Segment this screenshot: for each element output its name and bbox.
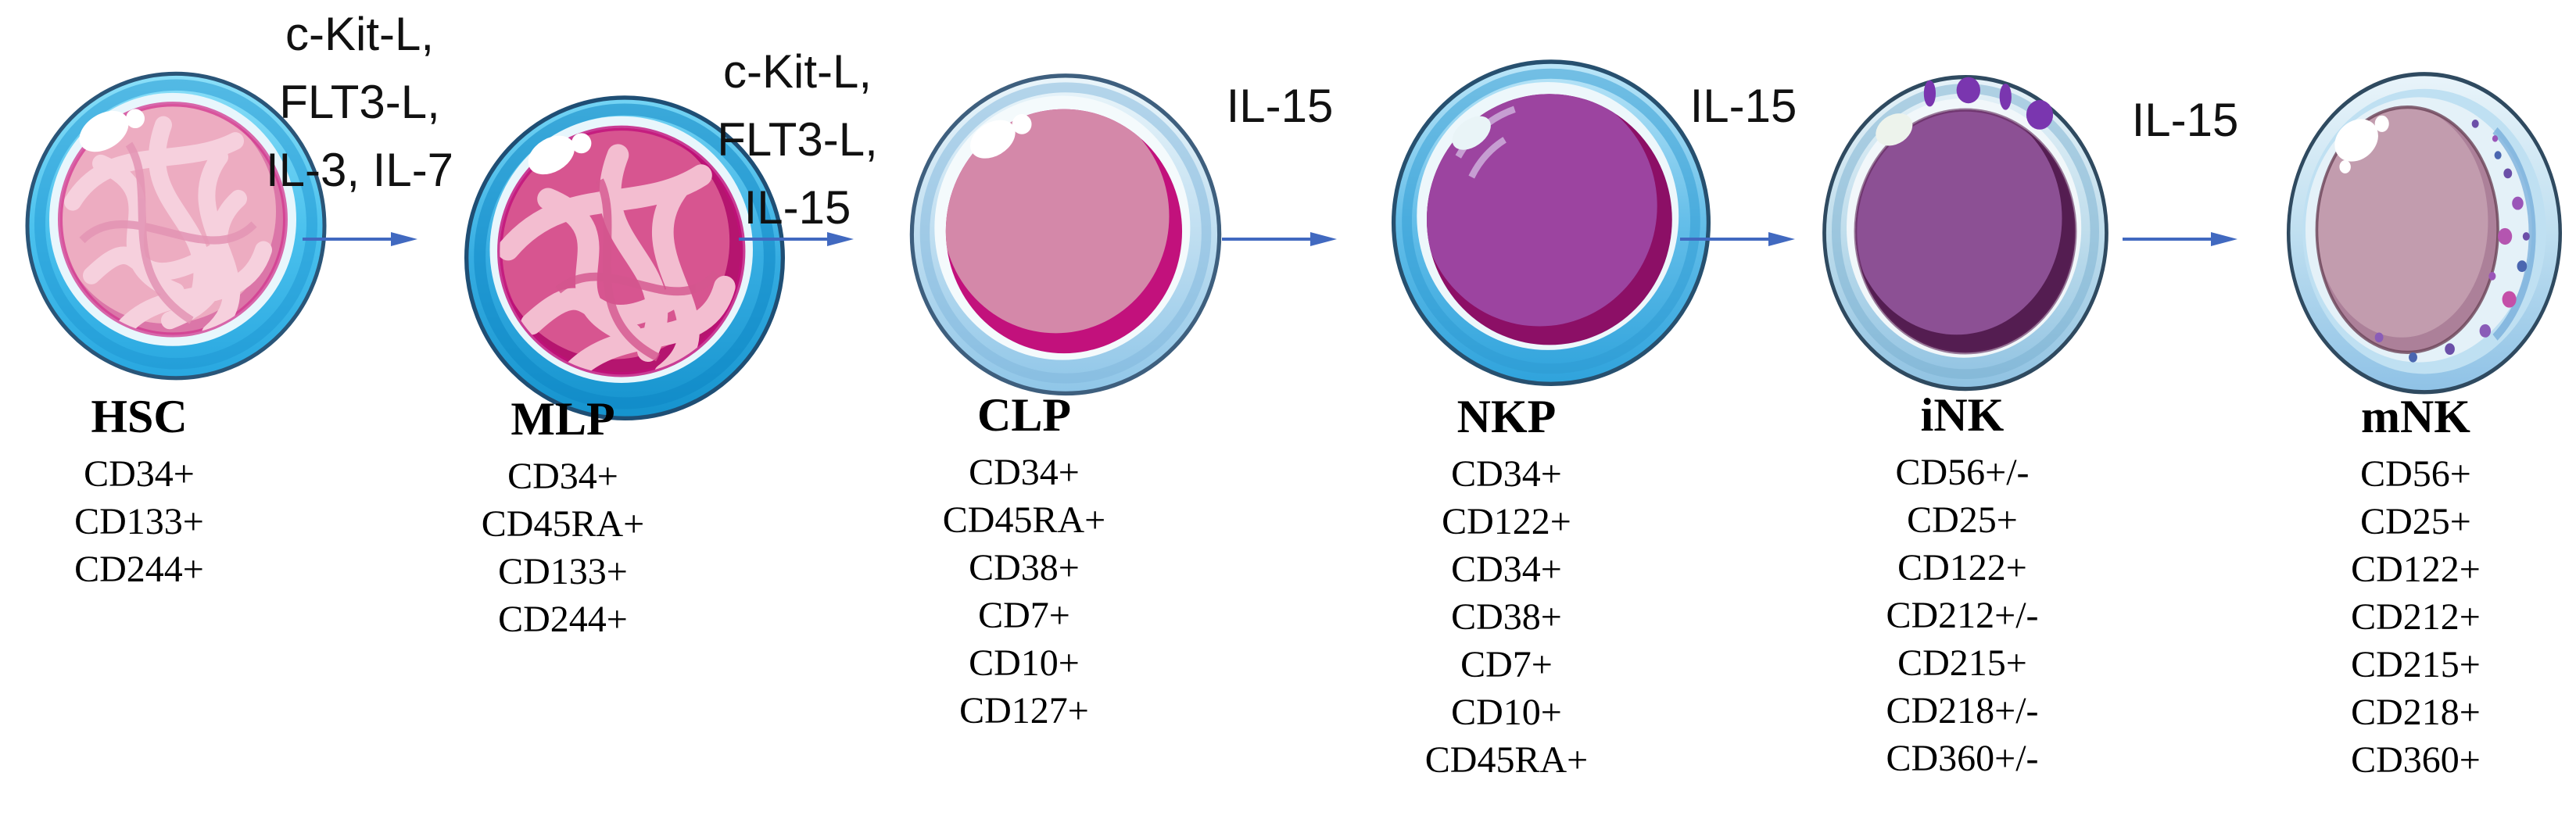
cytokine-line: c-Kit-L, [285,8,435,60]
transition-label-1: c-Kit-L, FLT3-L, IL-3, IL-7 [211,0,508,204]
transition-label-5: IL-15 [2068,86,2302,154]
marker: CD34+ [1451,453,1562,495]
marker: CD38+ [969,547,1080,588]
stage-name-ink: iNK [1920,389,2005,441]
granule-dots [1923,77,2054,130]
stage-name-nkp: NKP [1456,391,1557,442]
marker: CD45RA+ [481,503,645,545]
nkp-cell-illustration [1391,59,1711,387]
hsc-cell-illustration [25,71,327,381]
arrow-right-icon [1222,232,1337,246]
transition-label-4: IL-15 [1626,72,1861,140]
marker: CD7+ [1460,644,1553,685]
arrow-right-icon [739,232,854,246]
marker: CD25+ [2360,501,2471,542]
cytokine-line: IL-15 [743,181,851,234]
stage-nkp: NKP CD34+ CD122+ CD34+ CD38+ CD7+ CD10+ … [1350,391,1663,784]
marker: CD34+ [969,452,1080,493]
mlp-cell-illustration [464,95,786,421]
transition-label-3: IL-15 [1163,72,1397,140]
marker: CD10+ [969,642,1080,684]
marker: CD212+/- [1886,595,2039,636]
stage-hsc: HSC CD34+ CD133+ CD244+ [0,391,278,593]
cytokine-line: FLT3-L, [717,113,878,166]
cytokine-line: IL-15 [2131,94,2239,146]
marker: CD122+ [1442,501,1571,542]
marker: CD34+ [507,456,618,497]
marker: CD10+ [1451,692,1562,733]
arrow-right-icon [1680,232,1795,246]
marker: CD25+ [1907,499,2018,541]
marker: CD360+ [2351,739,2481,781]
marker: CD133+ [74,501,204,542]
stage-mlp: MLP CD34+ CD45RA+ CD133+ CD244+ [407,393,719,643]
stage-name-mlp: MLP [511,393,615,445]
marker: CD45RA+ [1424,739,1589,781]
marker: CD34+ [1451,549,1562,590]
marker: CD244+ [498,599,628,640]
marker: CD56+/- [1895,452,2030,493]
cytokine-line: c-Kit-L, [722,45,872,98]
marker: CD45RA+ [942,499,1106,541]
marker: CD122+ [2351,549,2481,590]
marker: CD122+ [1897,547,2027,588]
granule-dots [2374,120,2530,363]
stage-name-clp: CLP [977,389,1071,441]
stage-ink: iNK CD56+/- CD25+ CD122+ CD212+/- CD215+… [1806,389,2119,782]
mnk-cell-illustration [2286,72,2563,395]
marker: CD244+ [74,549,204,590]
stage-mnk: mNK CD56+ CD25+ CD122+ CD212+ CD215+ CD2… [2259,391,2572,784]
marker: CD34+ [84,453,195,495]
marker: CD56+ [2360,453,2471,495]
stage-name-hsc: HSC [91,391,188,442]
marker: CD215+ [2351,644,2481,685]
clp-cell-illustration [909,73,1222,396]
cytokine-line: IL-15 [1226,80,1334,132]
marker: CD218+ [2351,692,2481,733]
marker: CD218+/- [1886,690,2039,731]
marker: CD127+ [959,690,1089,731]
marker: CD215+ [1897,642,2027,684]
stage-name-mnk: mNK [2361,391,2470,442]
marker: CD7+ [978,595,1070,636]
marker: CD38+ [1451,596,1562,638]
transition-label-2: c-Kit-L, FLT3-L, IL-15 [649,38,946,241]
stage-clp: CLP CD34+ CD45RA+ CD38+ CD7+ CD10+ CD127… [868,389,1181,735]
arrow-right-icon [2123,232,2237,246]
marker: CD212+ [2351,596,2481,638]
arrow-right-icon [303,232,417,246]
marker: CD360+/- [1886,738,2039,779]
cytokine-line: FLT3-L, [279,76,440,128]
cytokine-line: IL-15 [1689,80,1797,132]
ink-cell-illustration [1822,74,2108,392]
marker: CD133+ [498,551,628,592]
cytokine-line: IL-3, IL-7 [265,144,454,196]
